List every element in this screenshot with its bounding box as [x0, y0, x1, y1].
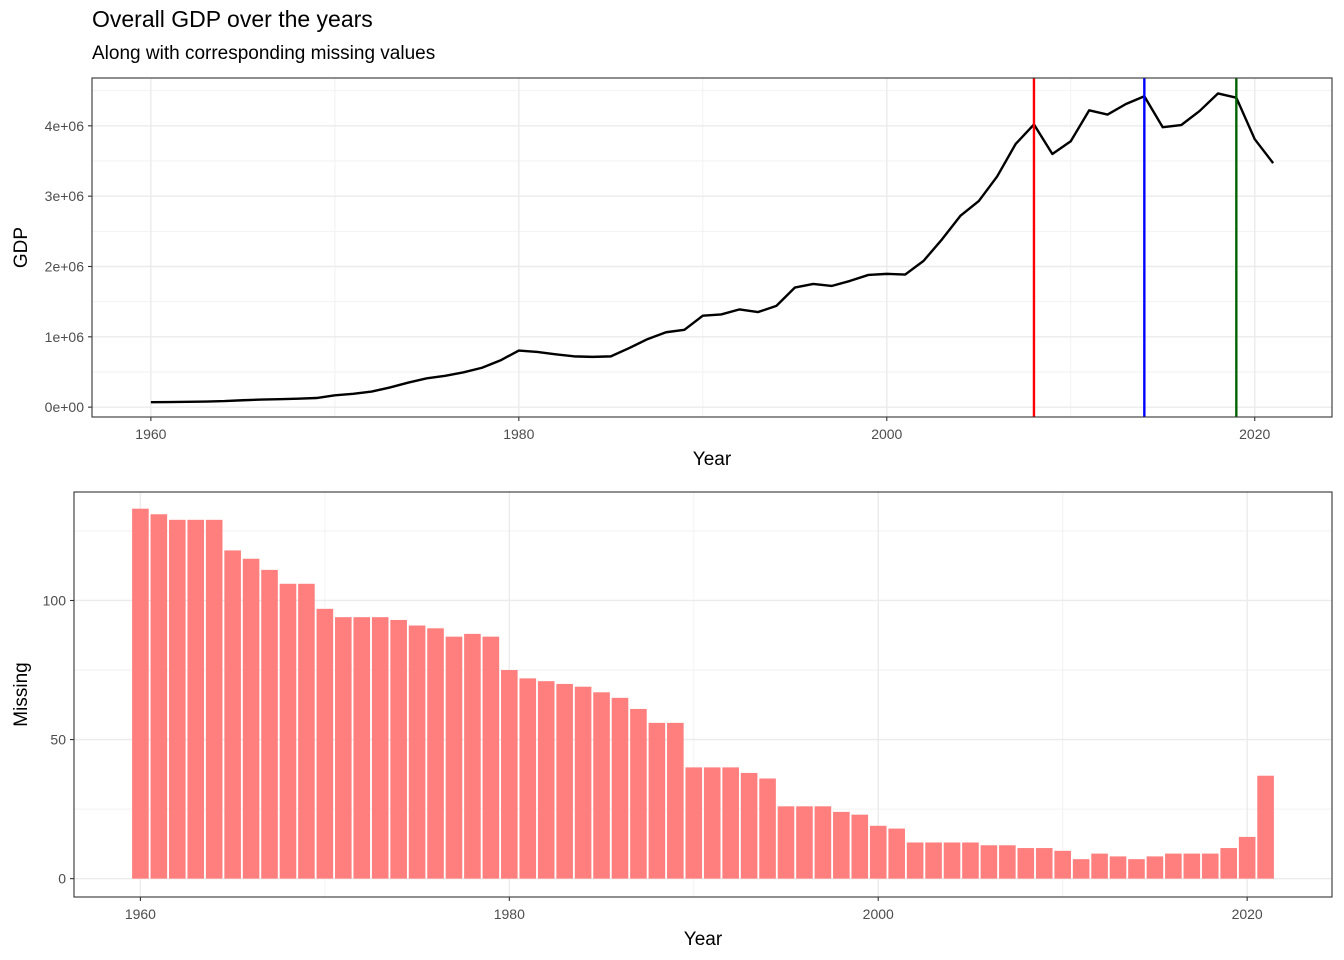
- bar-1962: [168, 519, 186, 879]
- bar-1974: [390, 619, 407, 879]
- chart-subtitle: Along with corresponding missing values: [92, 43, 436, 64]
- chart-title: Overall GDP over the years: [92, 6, 373, 32]
- bar-1984: [574, 686, 592, 879]
- bar-2008: [1017, 848, 1035, 879]
- bar-2016: [1165, 853, 1182, 879]
- bar-1969: [298, 583, 315, 879]
- x-tick-label: 1960: [125, 906, 156, 922]
- bar-2001: [888, 828, 905, 879]
- bar-1999: [851, 814, 869, 879]
- bar-2018: [1201, 853, 1219, 879]
- bar-1978: [464, 633, 481, 879]
- bar-1964: [205, 519, 223, 879]
- x-axis-title: Year: [693, 449, 732, 470]
- x-tick-label: 2020: [1232, 906, 1263, 922]
- bar-2007: [999, 845, 1016, 879]
- bar-2002: [906, 842, 924, 879]
- bar-2004: [943, 842, 961, 879]
- bar-1995: [777, 806, 795, 879]
- x-tick-label: 2020: [1239, 426, 1270, 442]
- bar-1996: [796, 806, 813, 879]
- bar-1988: [648, 722, 666, 879]
- y-tick-label: 3e+06: [45, 188, 85, 204]
- bar-1970: [316, 608, 334, 879]
- bar-2014: [1128, 859, 1145, 879]
- bar-1982: [537, 681, 555, 879]
- x-tick-label: 2000: [871, 426, 902, 442]
- bar-2021: [1257, 775, 1274, 879]
- bar-2015: [1146, 856, 1164, 879]
- y-tick-label: 50: [50, 732, 66, 748]
- y-axis-title: GDP: [11, 227, 32, 268]
- y-axis-title: Missing: [11, 662, 32, 726]
- panel-border: [91, 77, 1333, 418]
- bar-2000: [869, 825, 887, 879]
- bar-2010: [1054, 850, 1071, 879]
- bar-1990: [685, 767, 703, 879]
- bar-1979: [482, 636, 500, 879]
- bar-2006: [980, 845, 998, 879]
- bar-1986: [611, 697, 629, 879]
- bar-1989: [667, 722, 684, 879]
- bar-2013: [1109, 856, 1127, 879]
- bar-1967: [261, 569, 278, 879]
- bar-1963: [187, 519, 205, 879]
- x-tick-label: 1980: [494, 906, 525, 922]
- panel-border: [73, 491, 1333, 898]
- bar-1997: [814, 806, 832, 879]
- bar-2011: [1072, 859, 1090, 879]
- panel-background: [92, 78, 1332, 417]
- bar-1998: [833, 811, 850, 879]
- chart-panel-1: 0e+00 1e+06 2e+06 3e+06 4e+06 1960 1980 2000 202…: [11, 77, 1333, 470]
- bar-1985: [593, 692, 610, 879]
- bar-1976: [427, 628, 444, 879]
- x-tick-label: 1980: [503, 426, 534, 442]
- bar-1980: [501, 670, 518, 879]
- bar-2017: [1183, 853, 1201, 879]
- x-tick-label: 1960: [135, 426, 166, 442]
- bar-1987: [630, 708, 647, 879]
- bar-1994: [759, 778, 776, 879]
- x-axis-title: Year: [684, 929, 723, 950]
- bar-1961: [150, 514, 168, 879]
- bar-2005: [962, 842, 979, 879]
- bar-1981: [519, 678, 537, 879]
- y-tick-label: 0: [58, 871, 66, 887]
- bar-1968: [279, 583, 297, 879]
- bar-1975: [408, 625, 426, 879]
- bar-1966: [242, 558, 260, 879]
- bar-2009: [1035, 848, 1053, 879]
- y-tick-label: 2e+06: [45, 258, 85, 274]
- bar-1983: [556, 683, 573, 879]
- bar-1973: [371, 617, 389, 879]
- y-tick-label: 4e+06: [45, 118, 85, 134]
- bar-1977: [445, 636, 463, 879]
- chart-panel-2: 0 50 100 1960 1980 2000 2020 Year Missing: [11, 491, 1333, 950]
- bar-1992: [722, 767, 739, 879]
- x-tick-label: 2000: [863, 906, 894, 922]
- y-tick-label: 100: [43, 592, 67, 608]
- bar-1991: [703, 767, 721, 879]
- y-tick-label: 0e+00: [45, 399, 85, 415]
- bar-1960: [132, 508, 149, 879]
- bar-1971: [335, 617, 352, 879]
- gdp-line: [150, 92, 1275, 404]
- bar-1972: [353, 617, 371, 879]
- bar-2003: [925, 842, 942, 879]
- bar-2020: [1238, 836, 1256, 879]
- bar-1993: [740, 772, 758, 879]
- bar-1965: [224, 550, 241, 879]
- bar-2019: [1220, 848, 1238, 879]
- bar-2012: [1091, 853, 1108, 879]
- y-tick-label: 1e+06: [45, 329, 85, 345]
